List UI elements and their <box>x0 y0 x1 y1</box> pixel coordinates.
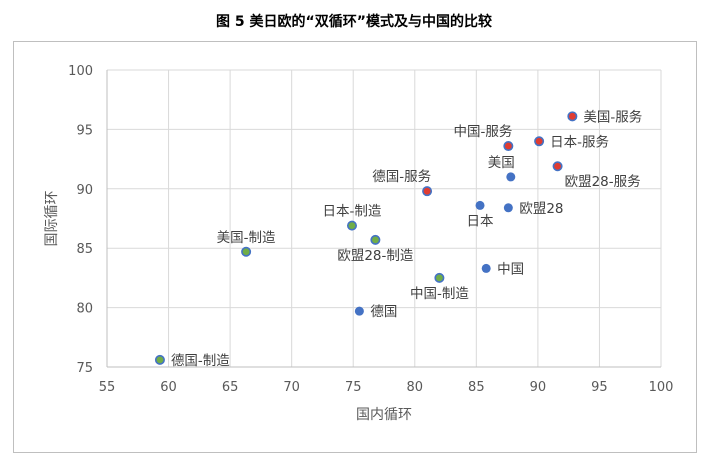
data-point <box>154 354 165 365</box>
y-tick-label: 90 <box>76 183 93 198</box>
data-point <box>475 200 485 210</box>
data-point <box>346 220 357 231</box>
x-tick-label: 100 <box>649 380 674 395</box>
data-point <box>503 141 514 152</box>
data-point <box>434 272 445 283</box>
x-tick-label: 90 <box>530 380 547 395</box>
chart-frame <box>13 41 697 453</box>
point-label: 美国-制造 <box>217 230 276 246</box>
x-tick-label: 95 <box>591 380 608 395</box>
x-tick-label: 60 <box>160 380 177 395</box>
x-tick-label: 80 <box>407 380 424 395</box>
y-tick-label: 85 <box>76 242 93 257</box>
point-label: 中国-服务 <box>453 124 512 140</box>
point-label: 美国-服务 <box>583 109 642 125</box>
data-point <box>422 186 433 197</box>
y-tick-label: 95 <box>76 123 93 138</box>
data-point <box>370 234 381 245</box>
x-tick-label: 65 <box>222 380 239 395</box>
data-point <box>567 111 578 122</box>
point-label: 中国-制造 <box>410 286 469 302</box>
point-label: 德国-服务 <box>372 169 431 185</box>
point-label: 美国 <box>488 155 515 171</box>
y-tick-label: 100 <box>68 64 93 79</box>
chart-title: 图 5 美日欧的“双循环”模式及与中国的比较 <box>216 14 492 30</box>
x-tick-label: 75 <box>345 380 362 395</box>
point-label: 欧盟28-制造 <box>337 248 414 264</box>
x-tick-label: 85 <box>468 380 485 395</box>
y-tick-label: 80 <box>76 302 93 317</box>
point-label: 日本-服务 <box>550 134 609 150</box>
data-point <box>503 203 513 213</box>
point-label: 德国 <box>370 304 397 320</box>
data-points <box>154 111 578 365</box>
x-axis-label: 国内循环 <box>356 407 412 423</box>
point-label: 日本 <box>467 213 494 229</box>
point-label: 欧盟28 <box>519 201 563 217</box>
tick-labels: 55 60 65 70 75 80 85 90 95 100 75 80 85 90 95 100 <box>68 64 673 395</box>
x-tick-label: 70 <box>283 380 300 395</box>
data-point <box>481 263 491 273</box>
gridlines <box>107 69 662 367</box>
point-label: 日本-制造 <box>323 204 382 220</box>
data-point <box>354 306 364 316</box>
point-label: 中国 <box>497 261 524 277</box>
x-tick-label: 55 <box>99 380 116 395</box>
y-tick-label: 75 <box>76 361 93 376</box>
point-label: 欧盟28-服务 <box>565 174 641 190</box>
data-point <box>534 136 545 147</box>
axes <box>106 70 661 368</box>
y-axis-label: 国际循环 <box>44 191 60 247</box>
data-point <box>506 172 516 182</box>
data-point <box>241 246 252 257</box>
data-point <box>552 161 563 172</box>
point-label: 德国-制造 <box>171 353 230 369</box>
